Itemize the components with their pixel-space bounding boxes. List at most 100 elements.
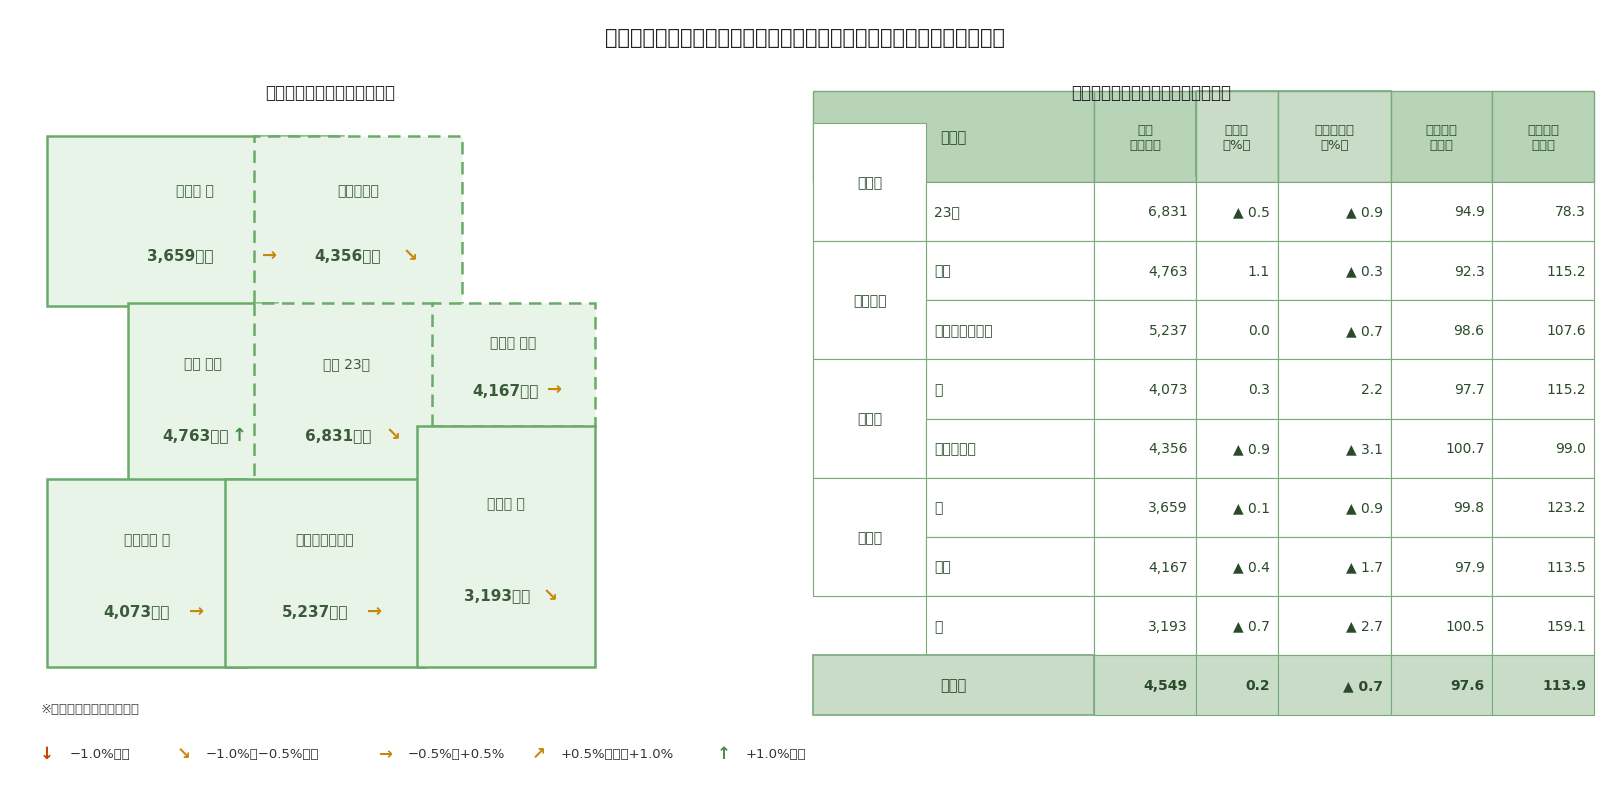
Bar [926,537,1095,597]
Text: ↑: ↑ [232,426,246,444]
Bar [1391,360,1492,419]
Text: ▲ 0.5: ▲ 0.5 [1233,205,1270,219]
Text: ＜　新築戸建　首都圏８エリアにおける価格・建物面積・土地面積　＞: ＜ 新築戸建 首都圏８エリアにおける価格・建物面積・土地面積 ＞ [605,28,1005,48]
Bar [1095,92,1196,182]
Text: ▲ 0.9: ▲ 0.9 [1233,442,1270,455]
Text: 西部: 西部 [934,560,952,574]
Bar [813,655,1095,715]
Text: 千葉県 西部: 千葉県 西部 [491,336,536,350]
Text: 土地面積
（㎡）: 土地面積 （㎡） [1528,124,1558,152]
Bar [813,360,926,478]
Text: ※矢印は前月からの変化率: ※矢印は前月からの変化率 [40,702,138,715]
Bar [1492,360,1594,419]
Text: 4,763万円: 4,763万円 [163,427,229,442]
Text: ▲ 0.7: ▲ 0.7 [1346,324,1383,337]
Bar [1278,419,1391,478]
Text: ↘: ↘ [402,247,417,265]
Text: 東京 23区: 東京 23区 [324,357,370,371]
Bar [1278,242,1391,301]
Bar [1196,655,1278,715]
Bar [1196,479,1278,537]
Bar [813,242,926,360]
Text: さいたま市: さいたま市 [934,442,976,455]
Text: 3,193: 3,193 [1148,619,1188,633]
Text: →: → [262,247,277,265]
Text: 1.1: 1.1 [1248,264,1270,279]
Bar [254,304,440,491]
Text: 99.0: 99.0 [1555,442,1586,455]
Text: 4,549: 4,549 [1143,678,1188,692]
Bar [926,301,1095,360]
Bar [926,242,1095,301]
Text: 4,356万円: 4,356万円 [314,248,382,263]
Bar [1492,597,1594,655]
Text: 都下: 都下 [934,264,952,279]
Text: 94.9: 94.9 [1454,205,1484,219]
Text: 千葉県 他: 千葉県 他 [488,497,525,511]
Bar [1196,301,1278,360]
Text: 100.5: 100.5 [1446,619,1484,633]
Bar [1278,537,1391,597]
Text: 3,659: 3,659 [1148,501,1188,515]
Bar [1095,655,1196,715]
Bar [1278,92,1391,182]
Text: 0.0: 0.0 [1248,324,1270,337]
Text: 113.9: 113.9 [1542,678,1586,692]
Text: ↓: ↓ [40,744,55,762]
Bar [225,479,425,667]
Text: 115.2: 115.2 [1547,264,1586,279]
Text: ▲ 0.7: ▲ 0.7 [1343,678,1383,692]
Text: ▲ 0.4: ▲ 0.4 [1233,560,1270,574]
Text: さいたま市: さいたま市 [336,184,378,198]
Bar [1278,597,1391,655]
Bar [129,304,277,491]
Bar [1095,301,1196,360]
Bar [1391,301,1492,360]
Bar [1391,597,1492,655]
Bar [1196,597,1278,655]
Text: 前月比
（%）: 前月比 （%） [1222,124,1251,152]
Text: 3,193万円: 3,193万円 [464,588,530,602]
Bar [1492,655,1594,715]
Bar [926,182,1095,242]
Text: 97.9: 97.9 [1454,560,1484,574]
Bar [1278,655,1391,715]
Bar [1492,92,1594,182]
Bar [1095,360,1196,419]
Bar [1391,182,1492,242]
Bar [926,479,1095,537]
Text: 他: 他 [934,619,942,633]
Bar [813,92,1095,182]
Bar [1095,419,1196,478]
Text: ↘: ↘ [543,586,559,604]
Bar [1095,537,1196,597]
Text: 埼玉県 他: 埼玉県 他 [175,184,214,198]
Bar [1391,655,1492,715]
Text: +0.5%以上〜+1.0%: +0.5%以上〜+1.0% [560,747,673,760]
Text: −1.0%以下: −1.0%以下 [69,747,130,760]
Text: 4,073: 4,073 [1148,382,1188,397]
Text: 97.7: 97.7 [1454,382,1484,397]
Bar [1095,597,1196,655]
Bar [417,427,596,667]
Text: 千葉県: 千葉県 [857,530,882,544]
Bar [1095,182,1196,242]
Text: 平均価格と前月からの変化率: 平均価格と前月からの変化率 [266,84,394,102]
Bar [1196,92,1278,182]
Bar [1492,242,1594,301]
Text: 6,831: 6,831 [1148,205,1188,219]
Bar [813,124,926,242]
Text: 建物面積
（㎡）: 建物面積 （㎡） [1425,124,1457,152]
Text: ▲ 0.7: ▲ 0.7 [1233,619,1270,633]
Text: 2.2: 2.2 [1360,382,1383,397]
Text: 4,167: 4,167 [1148,560,1188,574]
Text: 0.3: 0.3 [1248,382,1270,397]
Bar [1391,242,1492,301]
Text: ▲ 0.1: ▲ 0.1 [1233,501,1270,515]
Bar [1391,537,1492,597]
Text: 4,763: 4,763 [1148,264,1188,279]
Text: 98.6: 98.6 [1454,324,1484,337]
Text: 100.7: 100.7 [1446,442,1484,455]
Text: 東京都: 東京都 [857,176,882,190]
Bar [47,479,246,667]
